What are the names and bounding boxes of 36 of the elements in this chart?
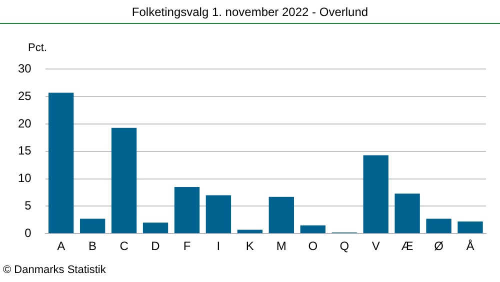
bar	[48, 92, 74, 234]
bar	[174, 187, 200, 234]
x-tick-label: O	[308, 239, 318, 254]
x-tick-label: C	[120, 239, 129, 254]
y-tick-label: 0	[24, 226, 32, 240]
text: © Danmarks Statistik	[3, 264, 106, 276]
y-tick-label: 15	[18, 144, 32, 158]
x-tick-label: F	[183, 239, 191, 254]
y-tick-label: 10	[18, 171, 32, 186]
bar	[394, 194, 420, 234]
bar	[300, 225, 326, 234]
x-tick-label: M	[276, 239, 286, 254]
y-tick-label: 25	[18, 88, 32, 103]
bar	[363, 155, 388, 234]
x-tick-label: Q	[340, 239, 350, 254]
x-tick-label: A	[57, 239, 66, 254]
y-axis-title: Pct.	[28, 42, 47, 54]
x-tick-label: D	[151, 239, 160, 254]
x-tick-label: B	[88, 239, 97, 254]
x-tick-label: I	[216, 239, 220, 254]
x-tick-label: Ø	[434, 239, 444, 254]
y-tick-label: 5	[24, 198, 32, 213]
x-tick-label: Æ	[401, 239, 414, 254]
bar	[206, 195, 232, 234]
chart-title: Folketingsvalg 1. november 2022 - Overlund	[130, 5, 370, 19]
bar	[268, 196, 294, 234]
x-tick-label: K	[246, 239, 254, 254]
y-tick-label: 20	[18, 116, 32, 130]
bar	[111, 128, 137, 234]
x-tick-label: V	[372, 239, 380, 254]
bar	[142, 222, 168, 234]
bar	[458, 222, 483, 234]
y-tick-label: 30	[18, 62, 32, 76]
bar	[426, 218, 452, 234]
bar	[80, 218, 106, 234]
x-tick-label: Å	[466, 239, 474, 254]
